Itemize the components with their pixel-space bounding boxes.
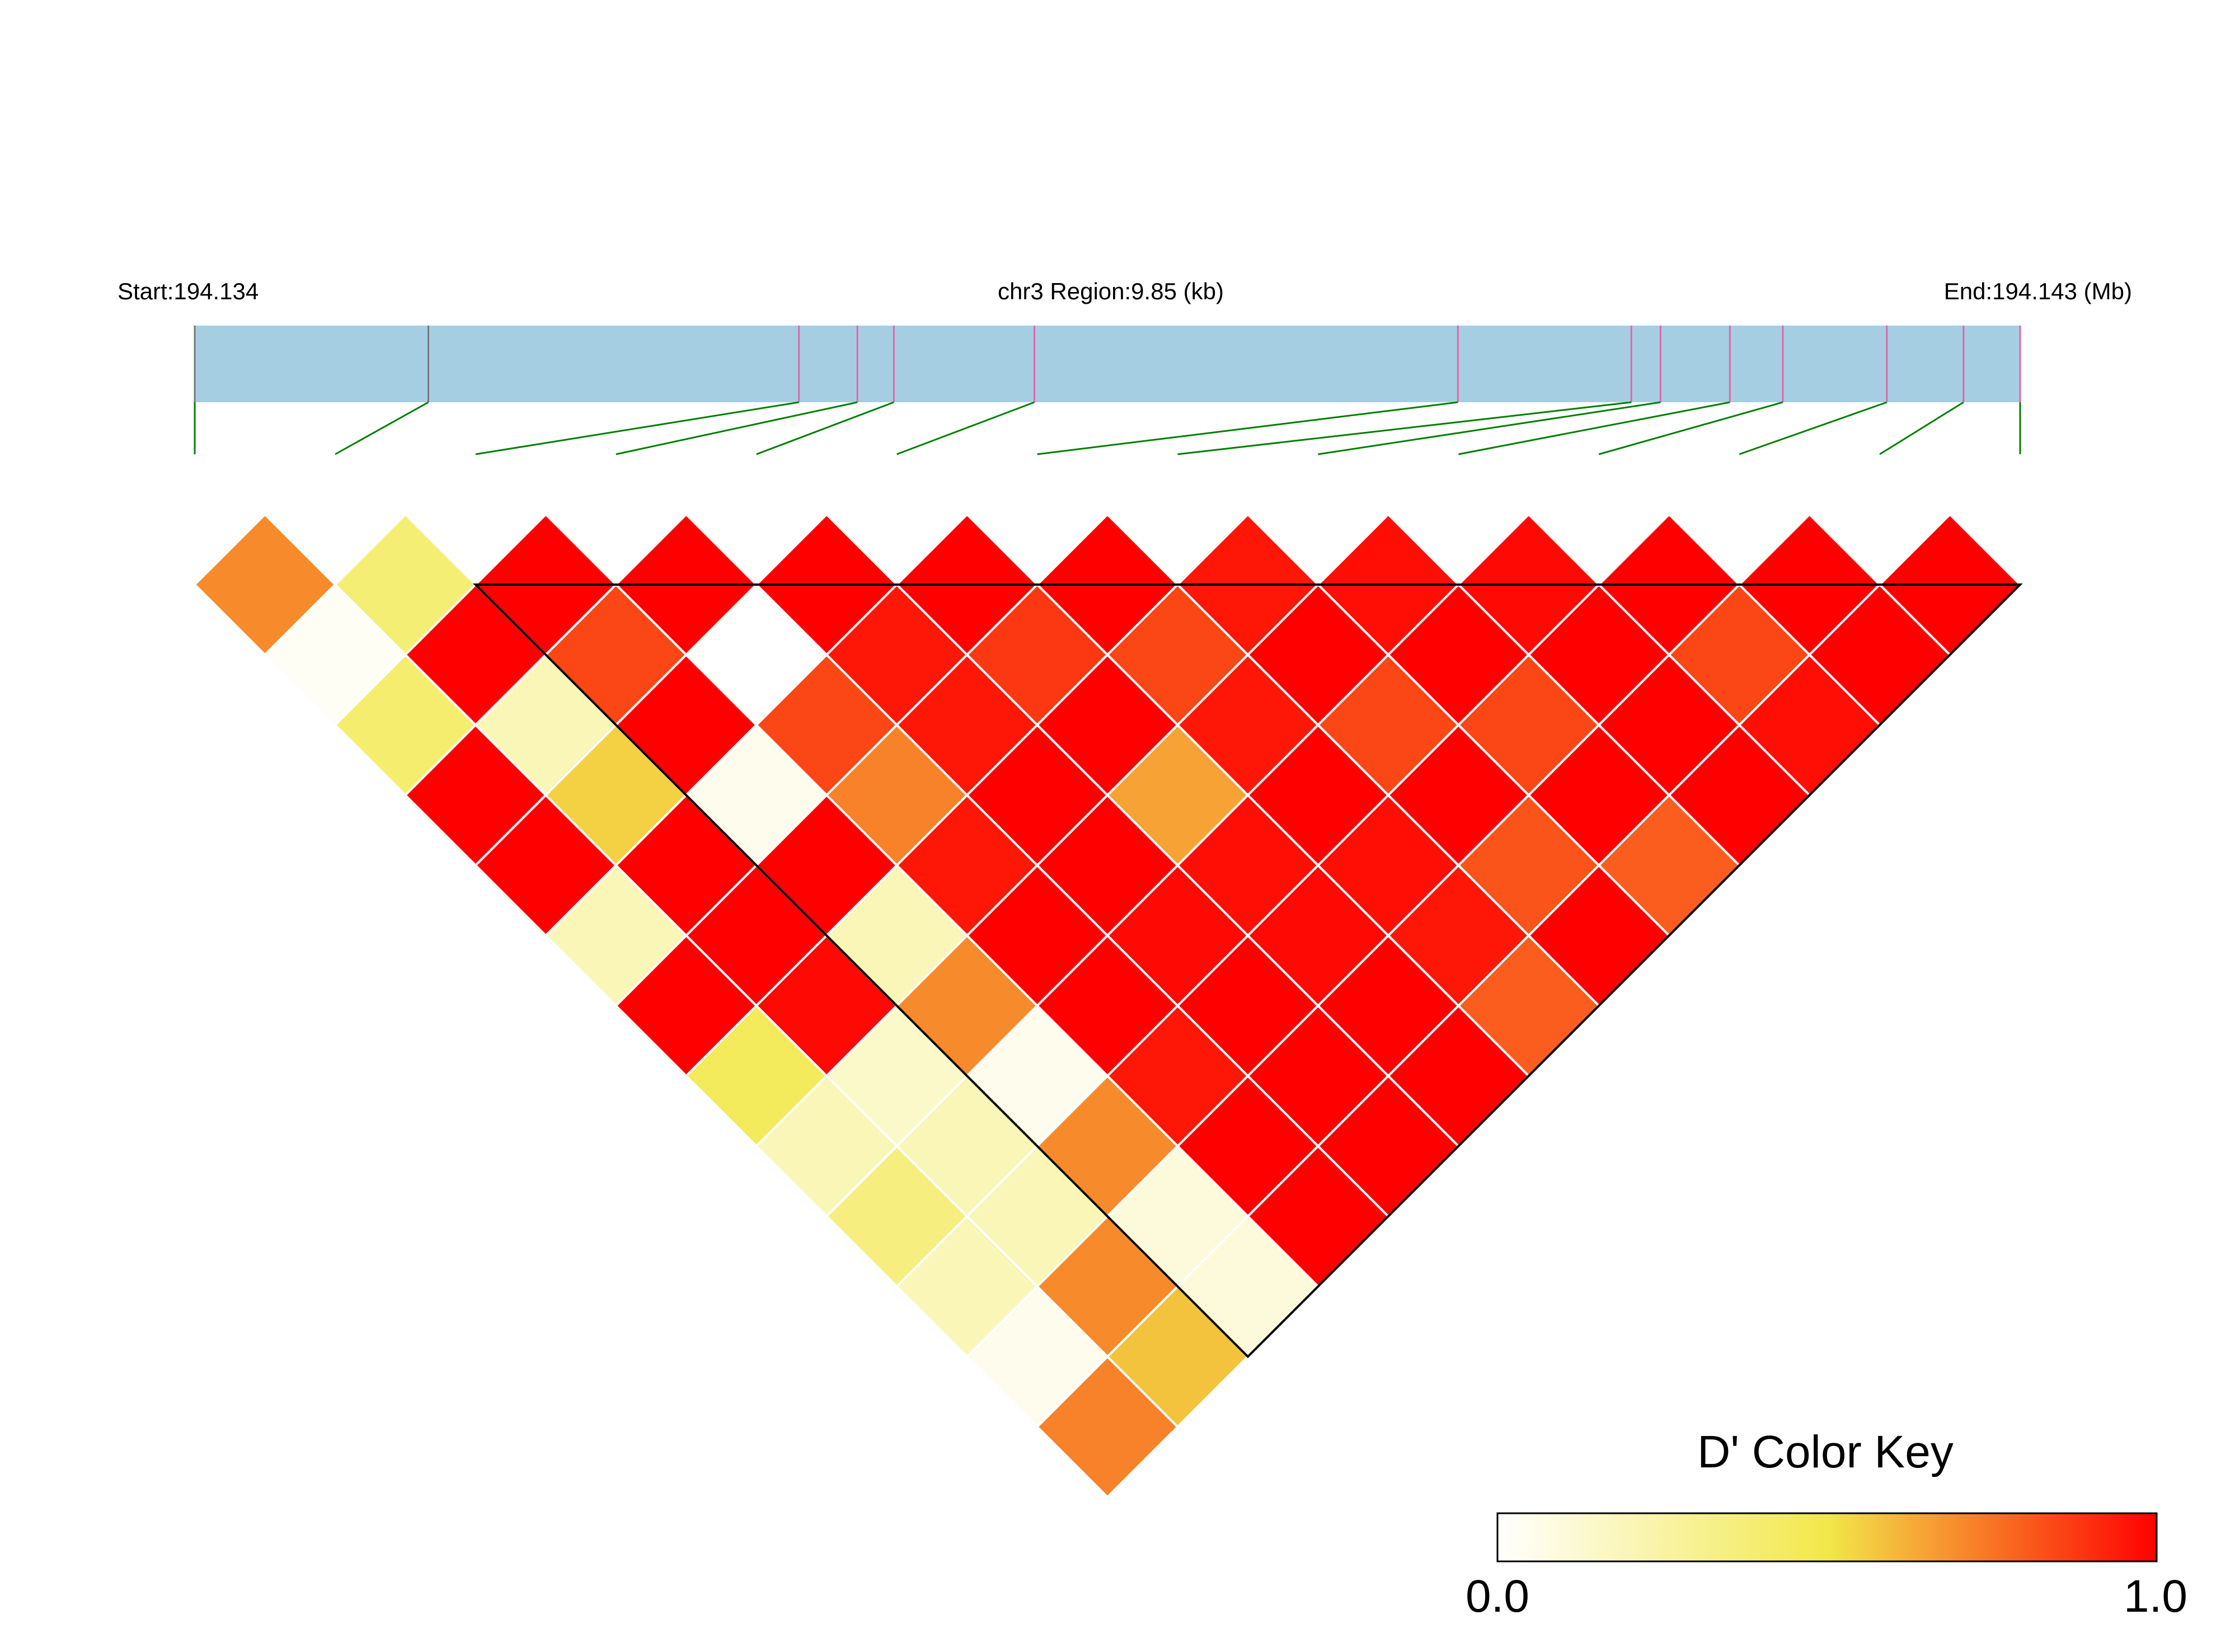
snp-connector bbox=[335, 401, 429, 455]
legend-color-bar bbox=[1496, 1512, 2158, 1562]
legend-title: D' Color Key bbox=[1697, 1427, 1954, 1477]
gene-region-bar bbox=[195, 326, 2020, 402]
snp-connector bbox=[1739, 401, 1887, 455]
end-label: End:194.143 (Mb) bbox=[1944, 278, 2132, 304]
region-label: chr3 Region:9.85 (kb) bbox=[998, 278, 1224, 304]
snp-connector bbox=[896, 401, 1035, 455]
snp-tick-group bbox=[194, 326, 2021, 402]
snp-connector bbox=[756, 401, 894, 455]
snp-connector bbox=[1458, 401, 1730, 455]
legend-min-label: 0.0 bbox=[1466, 1571, 1529, 1622]
haplotype-block-outline bbox=[473, 583, 2023, 1358]
ld-cell-group bbox=[193, 512, 2022, 1499]
snp-connector bbox=[1598, 401, 1783, 455]
snp-connector bbox=[616, 401, 858, 455]
snp-connector bbox=[1177, 401, 1632, 455]
legend-max-label: 1.0 bbox=[2124, 1571, 2187, 1622]
start-label: Start:194.134 bbox=[118, 278, 259, 304]
haplotype-block-group bbox=[473, 583, 2023, 1358]
snp-connector bbox=[1318, 401, 1661, 455]
snp-connector bbox=[1879, 401, 1964, 455]
snp-connector-group bbox=[194, 401, 2021, 455]
snp-connector bbox=[1037, 401, 1458, 455]
snp-connector bbox=[475, 401, 799, 455]
